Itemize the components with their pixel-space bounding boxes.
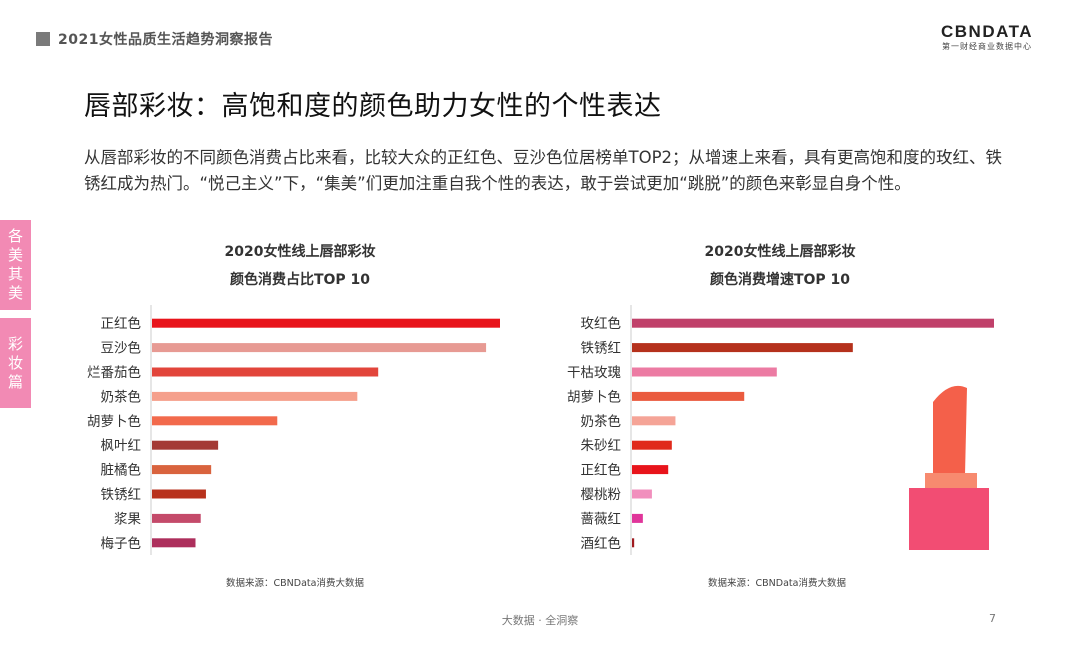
bar-10 [152, 538, 196, 548]
page-title: 唇部彩妆：高饱和度的颜色助力女性的个性表达 [84, 91, 662, 122]
lipstick-bullet-icon [933, 385, 967, 475]
bar-5 [152, 416, 278, 426]
chart-right-title-block: 2020女性线上唇部彩妆 颜色消费增速TOP 10 [630, 238, 930, 294]
bar-category-label: 浆果 [114, 511, 141, 527]
side-tab-char: 美 [7, 284, 23, 302]
header-square-icon [36, 32, 50, 46]
bar-2 [152, 343, 487, 353]
bar-category-label: 蔷薇红 [581, 511, 622, 527]
report-title: 2021女性品质生活趋势洞察报告 [58, 32, 273, 48]
bar-category-label: 酒红色 [581, 535, 622, 552]
bar-category-label: 铁锈红 [581, 341, 622, 357]
bar-category-label: 朱砂红 [581, 438, 622, 454]
side-tab-makeup[interactable]: 彩 妆 篇 [0, 318, 31, 408]
bar-10 [632, 538, 635, 548]
side-tab-beauty[interactable]: 各 美 其 美 [0, 220, 31, 310]
bar-category-label: 铁锈红 [101, 487, 142, 503]
lipstick-case-icon [909, 488, 989, 550]
cbndata-logo: CBNDATA 第一财经商业数据中心 [932, 22, 1042, 52]
report-header: 2021女性品质生活趋势洞察报告 [36, 28, 273, 50]
chart-left-title-block: 2020女性线上唇部彩妆 颜色消费占比TOP 10 [150, 238, 450, 294]
bar-category-label: 干枯玫瑰 [567, 365, 621, 381]
bar-2 [632, 343, 853, 353]
summary-paragraph: 从唇部彩妆的不同颜色消费占比来看，比较大众的正红色、豆沙色位居榜单TOP2；从增… [84, 148, 1003, 193]
chart-right-title: 2020女性线上唇部彩妆 [704, 244, 856, 260]
bar-category-label: 烂番茄色 [87, 364, 141, 381]
bar-category-label: 脏橘色 [101, 462, 142, 479]
side-tab-char: 篇 [7, 372, 23, 391]
bar-category-label: 奶茶色 [581, 413, 622, 430]
bar-category-label: 玫红色 [581, 315, 622, 332]
chart-left-title: 2020女性线上唇部彩妆 [224, 244, 376, 260]
bar-3 [152, 367, 379, 377]
bar-category-label: 正红色 [581, 462, 622, 479]
bar-7 [632, 465, 669, 475]
chart-right-source: 数据来源：CBNData消费大数据 [708, 578, 846, 589]
side-tab-char: 妆 [7, 353, 23, 372]
bar-6 [632, 440, 672, 450]
page-number: 7 [989, 612, 996, 625]
bar-9 [632, 513, 643, 523]
bar-category-label: 樱桃粉 [581, 486, 622, 503]
bar-9 [152, 513, 201, 523]
side-tab-char: 美 [7, 246, 23, 264]
side-tab-char: 其 [7, 265, 23, 283]
bar-8 [632, 489, 652, 499]
chart-left-subtitle: 颜色消费占比TOP 10 [229, 272, 371, 288]
footer-slogan: 大数据 · 全洞察 [501, 614, 579, 627]
side-tab-char: 各 [7, 227, 23, 245]
bar-3 [632, 367, 777, 377]
bar-category-label: 胡萝卜色 [87, 413, 141, 430]
bar-category-label: 正红色 [101, 315, 142, 332]
chart-left-source: 数据来源：CBNData消费大数据 [226, 578, 364, 589]
logo-text: CBNDATA [940, 22, 1034, 41]
bar-category-label: 豆沙色 [101, 340, 142, 357]
bar-category-label: 胡萝卜色 [567, 388, 621, 405]
chart-right-subtitle: 颜色消费增速TOP 10 [709, 272, 851, 288]
bar-1 [632, 318, 994, 328]
bar-category-label: 奶茶色 [101, 388, 142, 405]
lipstick-collar-icon [925, 473, 977, 491]
bar-category-label: 梅子色 [101, 535, 142, 552]
bar-5 [632, 416, 676, 426]
bar-4 [632, 391, 745, 401]
bar-category-label: 枫叶红 [101, 438, 142, 454]
bar-4 [152, 391, 358, 401]
bar-7 [152, 465, 212, 475]
logo-subtitle: 第一财经商业数据中心 [942, 42, 1032, 51]
bar-6 [152, 440, 219, 450]
side-tab-char: 彩 [7, 334, 23, 353]
lipstick-illustration [909, 385, 989, 550]
bar-1 [152, 318, 500, 328]
bar-8 [152, 489, 206, 499]
